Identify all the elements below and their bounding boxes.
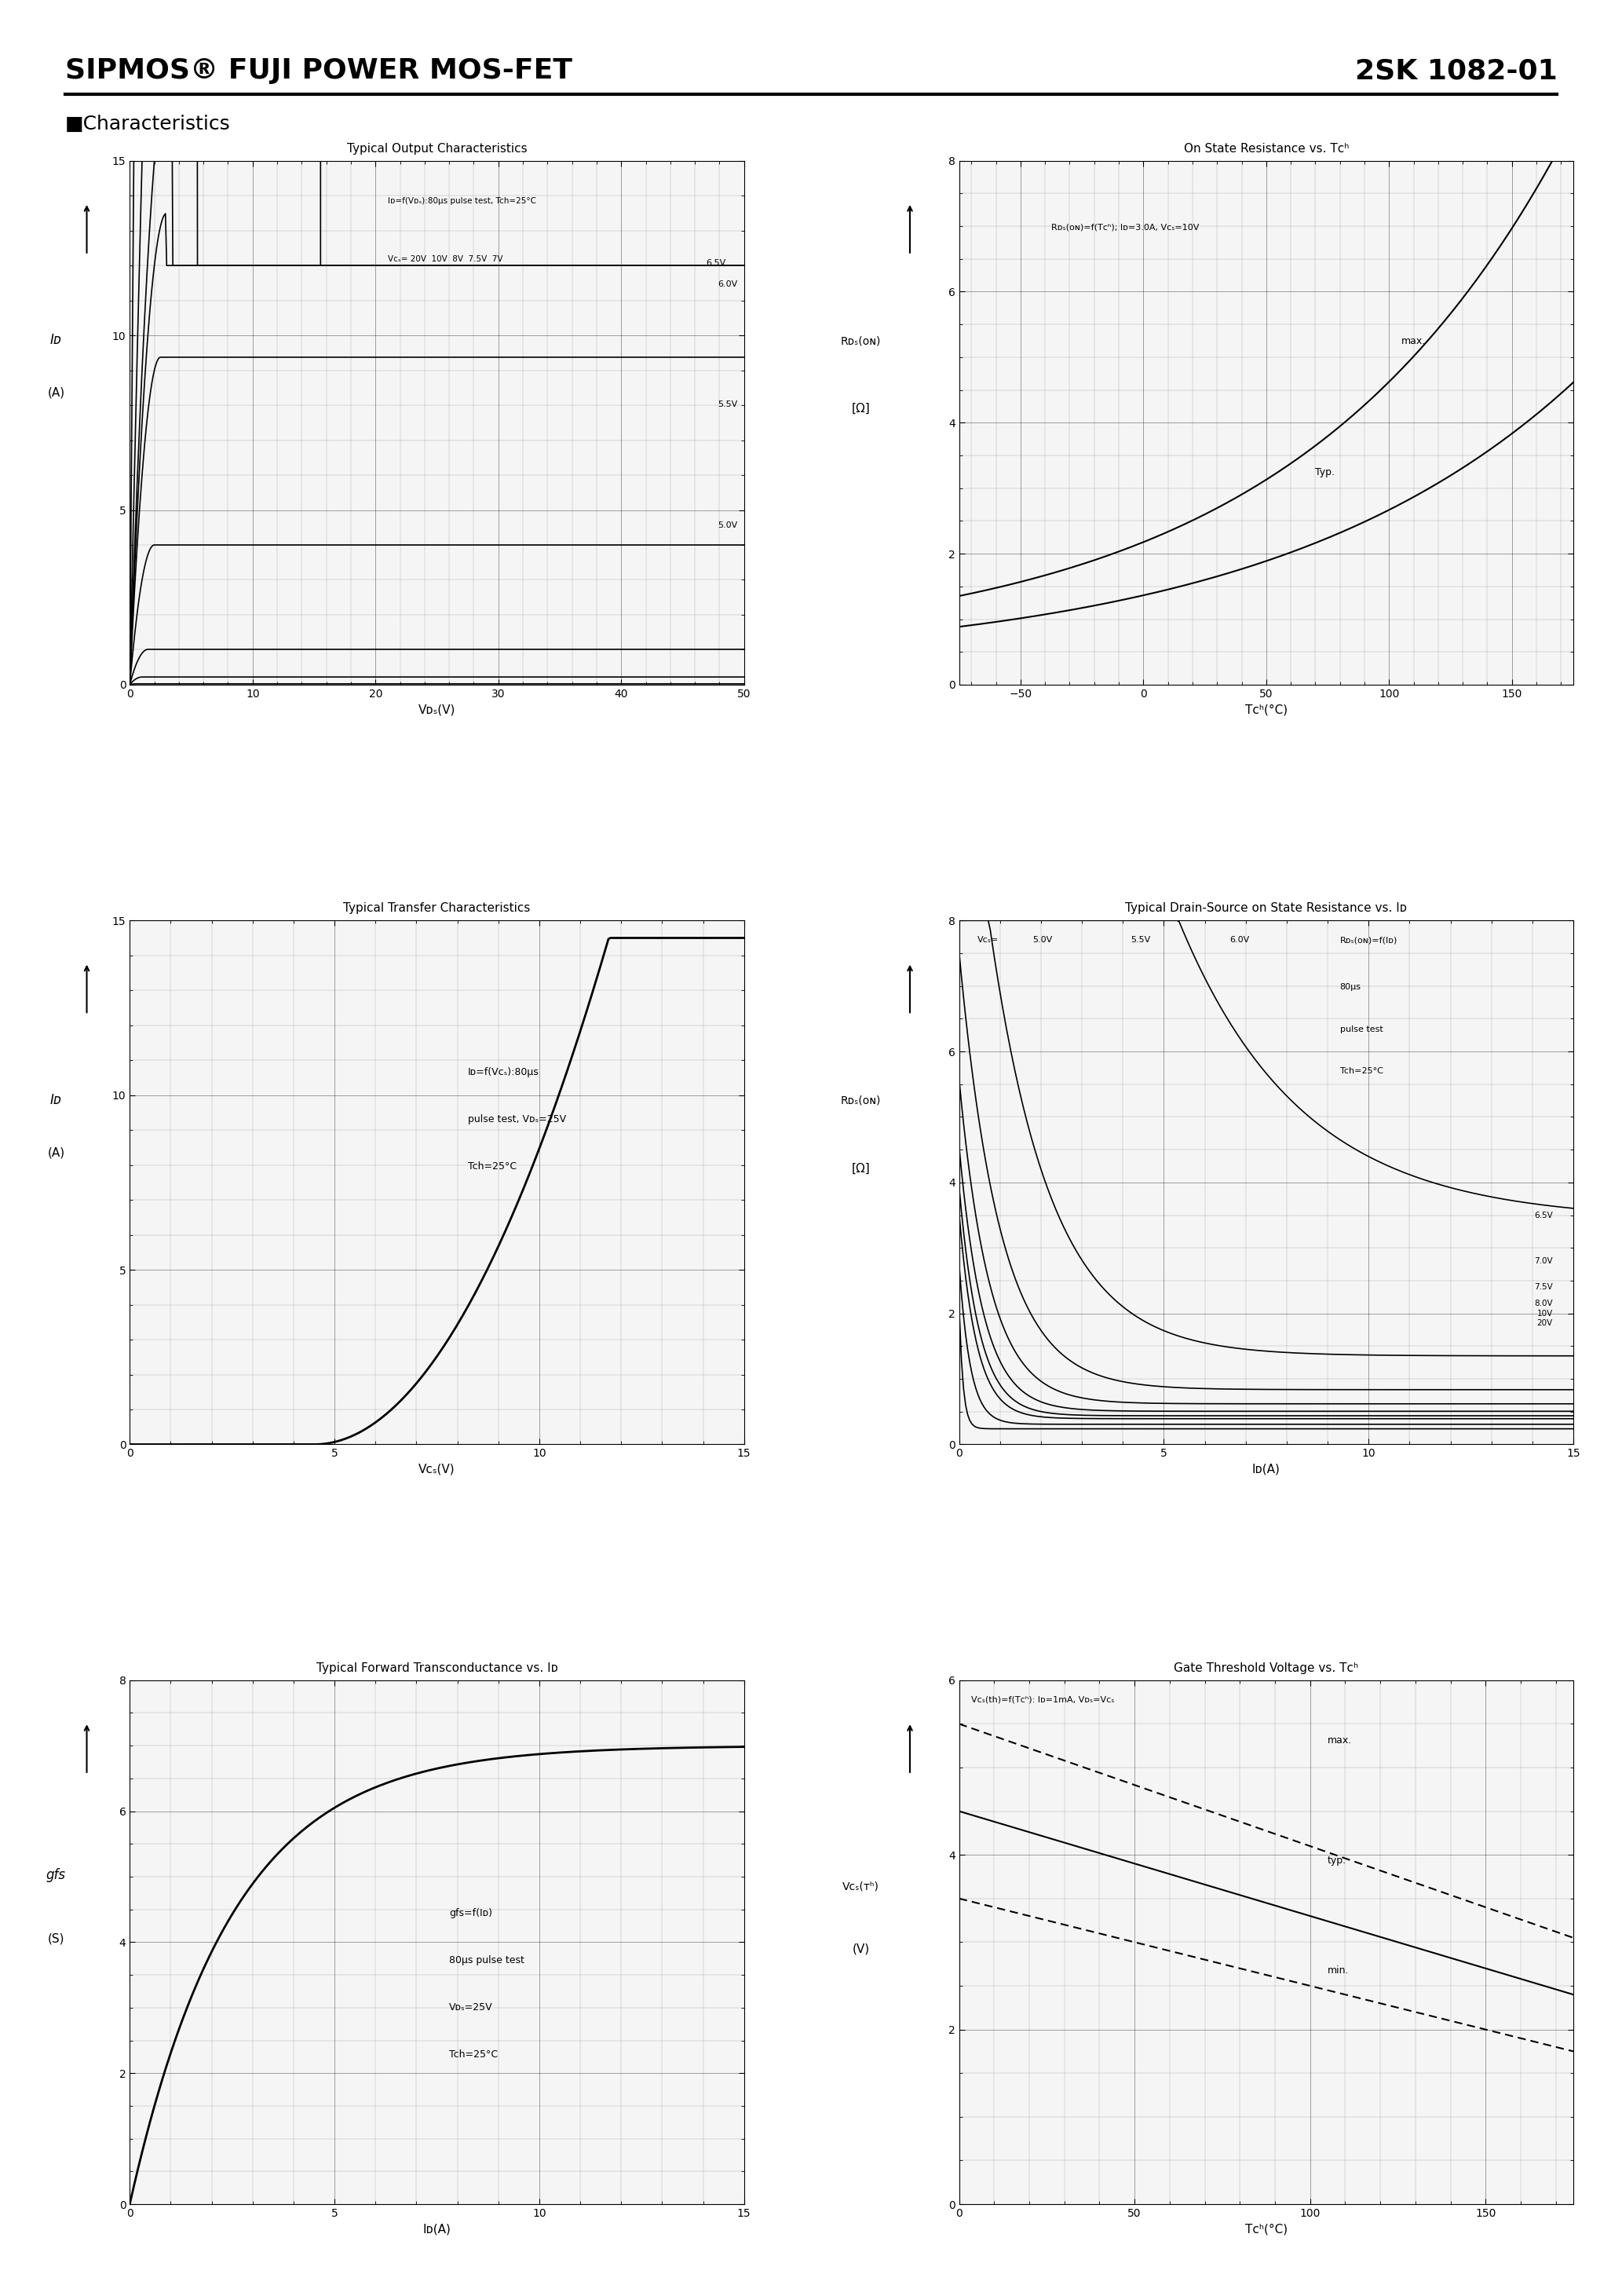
Text: 5.5V: 5.5V bbox=[719, 402, 738, 409]
Text: 80μs: 80μs bbox=[1340, 983, 1361, 992]
Text: min.: min. bbox=[1328, 1965, 1350, 1977]
Text: Vᴄₛ(ᴛʰ): Vᴄₛ(ᴛʰ) bbox=[842, 1880, 879, 1892]
Text: Tch=25°C: Tch=25°C bbox=[1340, 1068, 1384, 1075]
Text: (A): (A) bbox=[47, 388, 65, 400]
Title: Typical Drain-Source on State Resistance vs. Iᴅ: Typical Drain-Source on State Resistance… bbox=[1126, 902, 1408, 914]
Text: 6.0V: 6.0V bbox=[1229, 937, 1249, 944]
X-axis label: Tᴄʰ(°C): Tᴄʰ(°C) bbox=[1246, 2223, 1288, 2234]
Text: 6.5V: 6.5V bbox=[1534, 1212, 1552, 1219]
Title: Gate Threshold Voltage vs. Tᴄʰ: Gate Threshold Voltage vs. Tᴄʰ bbox=[1174, 1662, 1359, 1674]
Text: Vᴅₛ=25V: Vᴅₛ=25V bbox=[449, 2002, 493, 2014]
Text: Iᴅ: Iᴅ bbox=[50, 333, 62, 347]
Text: 6.5V: 6.5V bbox=[706, 259, 725, 266]
Text: [Ω]: [Ω] bbox=[852, 402, 869, 416]
X-axis label: Vᴄₛ(V): Vᴄₛ(V) bbox=[418, 1463, 456, 1476]
Text: Rᴅₛ(ᴏɴ): Rᴅₛ(ᴏɴ) bbox=[840, 1095, 881, 1107]
Text: 6.0V: 6.0V bbox=[719, 280, 738, 287]
Text: Rᴅₛ(ᴏɴ): Rᴅₛ(ᴏɴ) bbox=[840, 335, 881, 347]
Text: 8.0V: 8.0V bbox=[1534, 1300, 1552, 1306]
X-axis label: Iᴅ(A): Iᴅ(A) bbox=[1252, 1463, 1280, 1476]
Text: SIPMOS® FUJI POWER MOS-FET: SIPMOS® FUJI POWER MOS-FET bbox=[65, 57, 573, 85]
Text: 5.5V: 5.5V bbox=[1131, 937, 1152, 944]
Text: (V): (V) bbox=[852, 1942, 869, 1954]
Text: 10V: 10V bbox=[1538, 1309, 1552, 1318]
Text: 7.0V: 7.0V bbox=[1534, 1258, 1552, 1265]
Text: Tch=25°C: Tch=25°C bbox=[467, 1162, 516, 1171]
Text: 80μs pulse test: 80μs pulse test bbox=[449, 1956, 524, 1965]
Text: Rᴅₛ(ᴏɴ)=f(Iᴅ): Rᴅₛ(ᴏɴ)=f(Iᴅ) bbox=[1340, 937, 1398, 944]
X-axis label: Tᴄʰ(°C): Tᴄʰ(°C) bbox=[1246, 705, 1288, 716]
Text: 2SK 1082-01: 2SK 1082-01 bbox=[1354, 57, 1557, 85]
Text: 5.0V: 5.0V bbox=[719, 521, 738, 528]
Text: Vᴄₛ(th)=f(Tᴄʰ): Iᴅ=1mA, Vᴅₛ=Vᴄₛ: Vᴄₛ(th)=f(Tᴄʰ): Iᴅ=1mA, Vᴅₛ=Vᴄₛ bbox=[972, 1697, 1114, 1704]
Text: max.: max. bbox=[1401, 335, 1426, 347]
Text: typ.: typ. bbox=[1328, 1855, 1346, 1867]
Title: Typical Forward Transconductance vs. Iᴅ: Typical Forward Transconductance vs. Iᴅ bbox=[316, 1662, 558, 1674]
Text: Typ.: Typ. bbox=[1315, 468, 1335, 478]
X-axis label: Vᴅₛ(V): Vᴅₛ(V) bbox=[418, 705, 456, 716]
Text: (A): (A) bbox=[47, 1146, 65, 1159]
Text: Iᴅ=f(Vᴄₛ):80μs: Iᴅ=f(Vᴄₛ):80μs bbox=[467, 1068, 539, 1077]
Text: gfs: gfs bbox=[47, 1869, 67, 1883]
Text: [Ω]: [Ω] bbox=[852, 1162, 869, 1173]
Text: pulse test: pulse test bbox=[1340, 1026, 1384, 1033]
Text: (S): (S) bbox=[47, 1933, 65, 1945]
Text: Vᴄₛ= 20V  10V  8V  7.5V  7V: Vᴄₛ= 20V 10V 8V 7.5V 7V bbox=[388, 255, 503, 262]
Text: max.: max. bbox=[1328, 1736, 1353, 1745]
Text: 20V: 20V bbox=[1538, 1320, 1552, 1327]
Text: Tch=25°C: Tch=25°C bbox=[449, 2050, 498, 2060]
Text: gfs=f(Iᴅ): gfs=f(Iᴅ) bbox=[449, 1908, 493, 1919]
Title: On State Resistance vs. Tᴄʰ: On State Resistance vs. Tᴄʰ bbox=[1184, 142, 1350, 154]
Text: Iᴅ=f(Vᴅₛ):80μs pulse test, Tch=25°C: Iᴅ=f(Vᴅₛ):80μs pulse test, Tch=25°C bbox=[388, 197, 537, 204]
Text: pulse test, Vᴅₛ=25V: pulse test, Vᴅₛ=25V bbox=[467, 1114, 566, 1125]
X-axis label: Iᴅ(A): Iᴅ(A) bbox=[423, 2223, 451, 2234]
Text: Rᴅₛ(ᴏɴ)=f(Tᴄʰ); Iᴅ=3.0A, Vᴄₛ=10V: Rᴅₛ(ᴏɴ)=f(Tᴄʰ); Iᴅ=3.0A, Vᴄₛ=10V bbox=[1051, 223, 1199, 232]
Text: 7.5V: 7.5V bbox=[1534, 1283, 1552, 1290]
Text: ■Characteristics: ■Characteristics bbox=[65, 115, 230, 133]
Text: Vᴄₛ=: Vᴄₛ= bbox=[978, 937, 999, 944]
Text: Iᴅ: Iᴅ bbox=[50, 1093, 62, 1107]
Text: 5.0V: 5.0V bbox=[1033, 937, 1053, 944]
Title: Typical Output Characteristics: Typical Output Characteristics bbox=[347, 142, 527, 154]
Title: Typical Transfer Characteristics: Typical Transfer Characteristics bbox=[344, 902, 530, 914]
